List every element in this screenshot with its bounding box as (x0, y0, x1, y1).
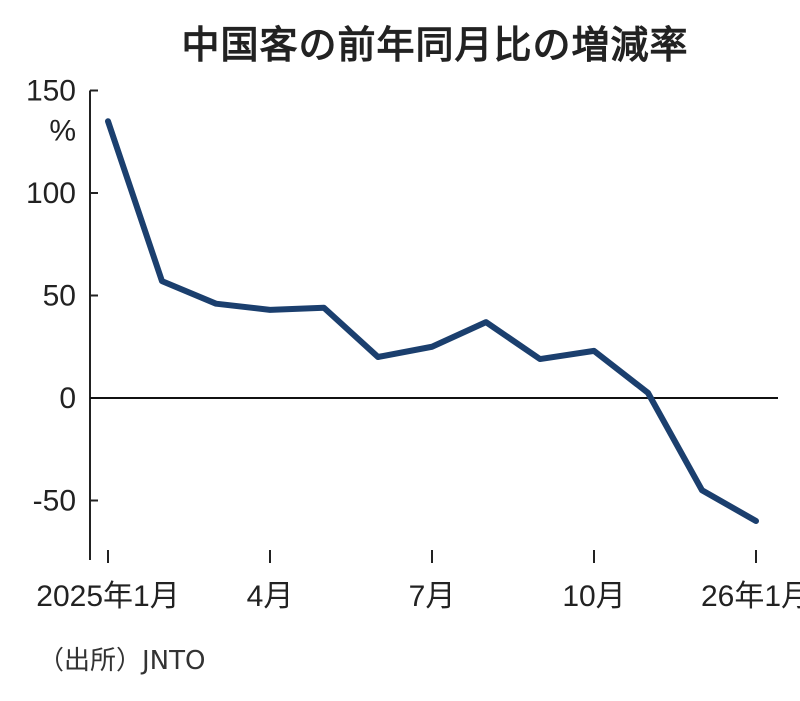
y-tick-label: -50 (33, 485, 76, 518)
x-tick-label: 26年1月 (701, 580, 800, 613)
y-axis-unit: % (49, 115, 76, 148)
x-tick-label: 2025年1月 (36, 580, 179, 613)
x-tick-label: 4月 (247, 580, 294, 613)
y-tick-label: 100 (26, 177, 76, 210)
x-tick-label: 7月 (409, 580, 456, 613)
y-tick-label: 0 (59, 382, 76, 415)
y-tick-label: 50 (43, 280, 76, 313)
chart-title: 中国客の前年同月比の増減率 (181, 23, 689, 67)
x-tick-label: 10月 (562, 580, 625, 613)
series-line (105, 118, 759, 524)
source-note: （出所）JNTO (38, 646, 206, 676)
y-tick-label: 150 (26, 75, 76, 108)
